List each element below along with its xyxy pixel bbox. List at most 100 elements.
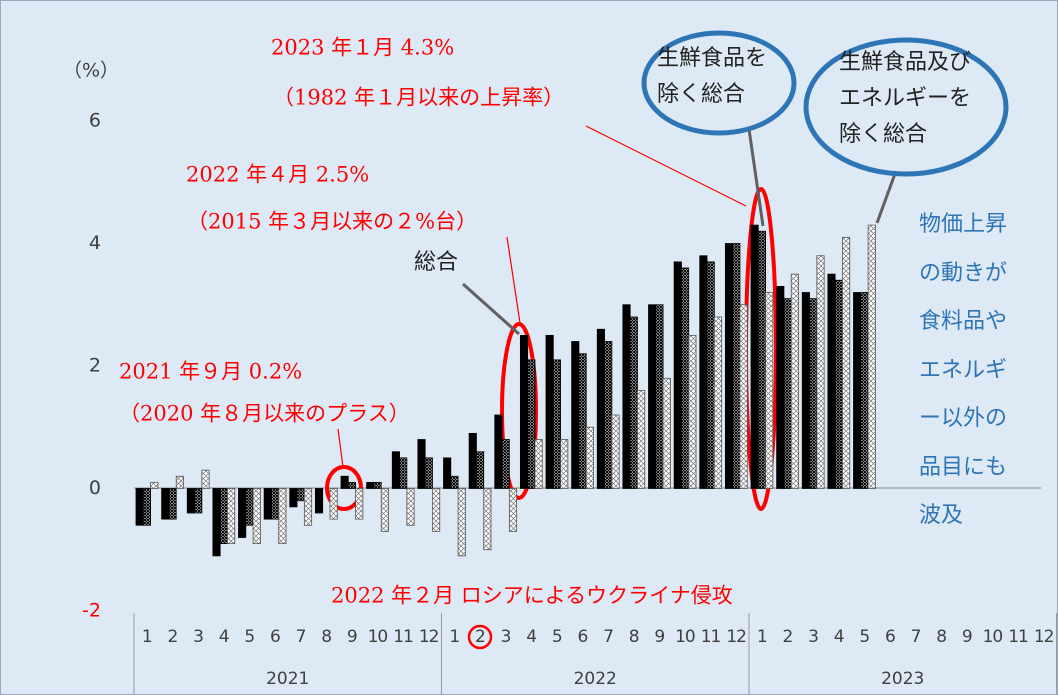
bar	[552, 359, 561, 489]
series-callout: 総合	[414, 250, 459, 275]
x-tick-label: 8	[321, 627, 331, 647]
x-tick-label: 9	[962, 627, 972, 647]
x-tick-label: 12	[419, 627, 439, 647]
bar	[391, 451, 400, 489]
bar	[347, 481, 356, 489]
bar	[801, 292, 810, 489]
bar	[860, 292, 869, 489]
series-callout: 生鮮食品を除く総合	[657, 46, 768, 107]
x-tick-label: 4	[526, 627, 536, 647]
bar	[688, 334, 697, 489]
x-tick-label: 5	[859, 627, 869, 647]
bar	[699, 255, 708, 489]
bar	[519, 334, 529, 489]
x-tick-label: 11	[701, 627, 721, 647]
bar	[161, 488, 170, 520]
bar	[853, 292, 862, 489]
side-note: 物価上昇の動きが食料品やエネルギー以外の品目にも波及	[919, 212, 1008, 528]
bar	[238, 488, 247, 538]
annotation: 2023 年１月 4.3%	[271, 36, 454, 60]
bar	[783, 298, 792, 489]
bar	[219, 488, 228, 545]
bar	[790, 273, 799, 489]
x-tick-label: 8	[936, 627, 946, 647]
bar	[245, 488, 254, 526]
bar	[142, 488, 152, 526]
x-tick-label: 12	[726, 627, 746, 647]
x-tick-label: 1	[757, 627, 767, 647]
x-tick-label: 11	[393, 627, 413, 647]
bar	[757, 230, 766, 489]
bar	[604, 341, 613, 489]
annotation: （1982 年１月以来の上昇率）	[273, 86, 564, 110]
bar	[340, 475, 349, 489]
bar	[867, 224, 876, 489]
bar	[175, 475, 184, 489]
bar	[816, 255, 825, 489]
x-tick-label: 10	[983, 627, 1003, 647]
bar	[706, 261, 715, 489]
bar	[827, 273, 836, 489]
bar	[476, 451, 485, 489]
bar	[585, 426, 594, 489]
x-group-label: 2022	[574, 669, 617, 689]
x-tick-label: 9	[654, 627, 664, 647]
bar	[135, 488, 144, 526]
bar	[296, 488, 305, 502]
x-tick-label: 3	[193, 627, 203, 647]
bar	[201, 469, 210, 489]
bar	[648, 304, 657, 489]
bar	[186, 488, 195, 514]
bar	[765, 292, 774, 489]
bar	[417, 439, 426, 489]
bar	[611, 414, 620, 489]
bar	[263, 488, 272, 520]
x-tick-label: 7	[603, 627, 613, 647]
bar	[834, 279, 843, 489]
bar	[450, 475, 459, 489]
bar	[168, 488, 177, 520]
x-tick-label: 11	[1008, 627, 1028, 647]
bar	[278, 488, 287, 545]
bar	[508, 488, 518, 532]
bar	[732, 243, 741, 489]
x-tick-label: 4	[219, 627, 229, 647]
y-tick-label: 2	[89, 355, 101, 377]
bar	[776, 285, 785, 489]
x-tick-label: 6	[578, 627, 588, 647]
bar	[150, 481, 159, 489]
bar	[271, 488, 280, 520]
bar	[329, 488, 338, 520]
bar	[468, 432, 477, 489]
x-tick-label: 12	[1034, 627, 1054, 647]
annotation: 2021 年９月 0.2%	[119, 360, 302, 384]
y-tick-label: 6	[89, 110, 101, 132]
bar	[303, 488, 313, 526]
bar	[355, 488, 364, 520]
bar	[494, 414, 503, 489]
bar	[545, 334, 554, 489]
bar	[629, 316, 638, 489]
y-axis-label: （%）	[63, 60, 119, 82]
x-tick-label: 9	[347, 627, 357, 647]
bar	[534, 439, 543, 489]
bar	[655, 304, 664, 489]
x-tick-label: 4	[834, 627, 844, 647]
x-tick-label: 2	[168, 627, 178, 647]
x-tick-label: 3	[808, 627, 818, 647]
bar	[750, 224, 759, 489]
x-group-label: 2021	[266, 669, 309, 689]
bar	[483, 488, 492, 551]
bar	[662, 377, 671, 489]
bar	[713, 316, 723, 489]
bar	[380, 488, 389, 532]
x-tick-label: 8	[629, 627, 639, 647]
bar	[373, 481, 382, 489]
bar	[443, 457, 452, 489]
bar	[399, 457, 408, 489]
x-tick-label: 7	[911, 627, 921, 647]
bar	[622, 304, 631, 489]
x-tick-label: 10	[368, 627, 388, 647]
